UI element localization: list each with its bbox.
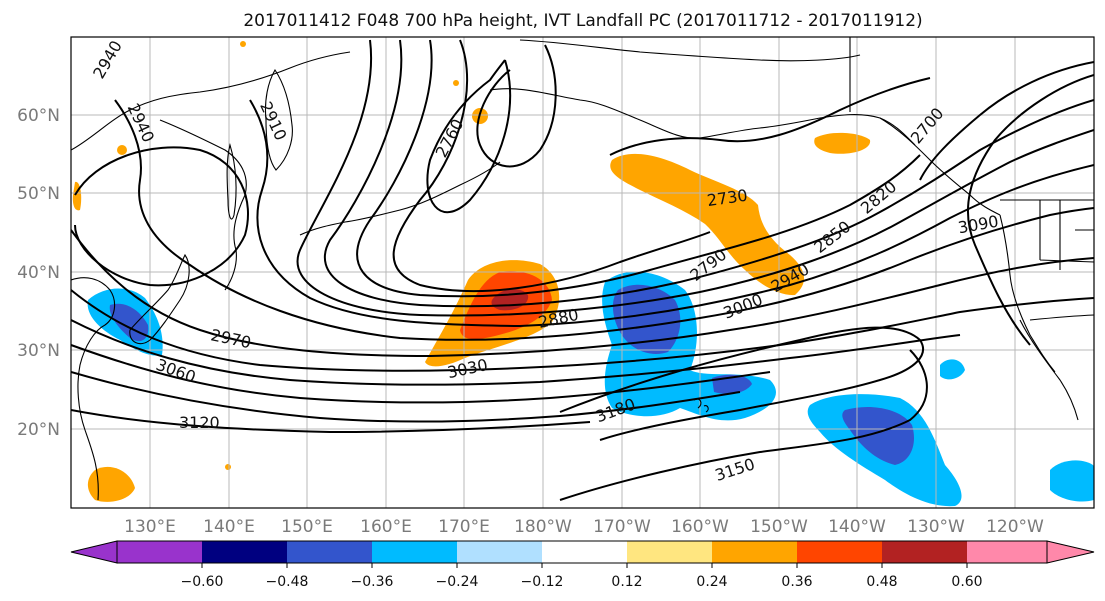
contour-2880: [296, 39, 1094, 317]
ivt-negative-shading: [87, 271, 1094, 507]
colorbar-segment: [372, 541, 458, 563]
lon-label: 130°E: [124, 517, 176, 537]
colorbar-tick-label: −0.60: [181, 574, 224, 590]
lon-label: 180°W: [514, 517, 572, 537]
lat-label: 40°N: [17, 263, 60, 283]
coast-bering-alaska: [489, 88, 916, 146]
ivt-neg-blob-baja: [940, 359, 965, 380]
colorbar-tick-label: −0.48: [266, 574, 309, 590]
colorbar-segment: [117, 541, 203, 563]
coast-japan: [129, 253, 190, 345]
lon-label: 150°W: [750, 517, 808, 537]
contour-label: 3120: [179, 413, 220, 432]
lon-label: 130°W: [907, 517, 965, 537]
lon-label: 170°E: [438, 517, 490, 537]
borders-us-states: [1039, 200, 1094, 270]
contour-east-ridge: [967, 74, 1094, 346]
ivt-pos-dot-3: [240, 41, 246, 47]
ivt-neg-blob-southeast-core: [842, 406, 915, 465]
colorbar-tick-label: 0.36: [781, 574, 812, 590]
contour-2850: [323, 39, 1094, 308]
colorbar-segment: [712, 541, 798, 563]
border-us-mexico: [1029, 314, 1094, 321]
lon-label: 140°E: [203, 517, 255, 537]
colorbar-extend-high: [1046, 540, 1095, 564]
coast-korea-china: [71, 277, 116, 501]
ivt-pos-band-gulf: [610, 153, 805, 296]
colorbar-segment: [202, 541, 288, 563]
colorbar-segment: [967, 541, 1047, 563]
coast-kamchatka: [264, 68, 293, 171]
coast-bc-panhandle: [879, 117, 1001, 216]
lat-label: 20°N: [17, 420, 60, 440]
contour-3090: [71, 371, 741, 423]
latitude-labels: 60°N 50°N 40°N 30°N 20°N: [17, 106, 60, 440]
ivt-neg-blob-central-core: [612, 284, 681, 354]
contour-east-ridge-2: [919, 61, 1094, 181]
lon-label: 140°W: [828, 517, 886, 537]
colorbar-tick-label: −0.24: [436, 574, 479, 590]
contour-2940-west: [114, 99, 1094, 341]
colorbar-segment: [542, 541, 628, 563]
colorbar-tick-label: −0.12: [521, 574, 564, 590]
ivt-pos-blob-sw: [87, 466, 135, 502]
longitude-labels: 130°E 140°E 150°E 160°E 170°E 180°W 170°…: [124, 517, 1044, 537]
colorbar-segment: [627, 541, 713, 563]
contour-2820: [356, 39, 921, 298]
colorbar-segment: [287, 541, 373, 563]
ivt-pos-dot-4: [453, 80, 459, 86]
colorbar-tick-label: 0.12: [611, 574, 642, 590]
lat-label: 30°N: [17, 341, 60, 361]
contour-bering-low: [476, 44, 557, 168]
coast-aleutians: [299, 161, 501, 236]
colorbar-segment: [797, 541, 883, 563]
contour-3000: [71, 289, 1094, 372]
lon-label: 150°E: [281, 517, 333, 537]
map-panel: 2940 2940 2910 2760 2730 2790 2850 2820 …: [70, 36, 1095, 509]
contour-2970: [71, 229, 1094, 358]
colorbar-tick-label: 0.48: [866, 574, 897, 590]
contour-3150: [559, 349, 928, 501]
ivt-pos-dot-2: [117, 145, 127, 155]
contour-2910: [249, 99, 1094, 328]
ivt-pos-blob-alaska: [814, 132, 871, 154]
figure-title: 2017011412 F048 700 hPa height, IVT Land…: [243, 11, 922, 31]
contour-3030: [71, 319, 961, 386]
contour-3060: [71, 344, 771, 404]
colorbar-frame: [116, 540, 1048, 564]
colorbar-tick-label: 0.60: [951, 574, 982, 590]
contour-2790: [392, 39, 711, 293]
contour-closed-west: [74, 146, 249, 287]
colorbar-tick-label: 0.24: [696, 574, 727, 590]
lon-label: 170°W: [593, 517, 651, 537]
colorbar: −0.60 −0.48 −0.36 −0.24 −0.12 0.12 0.24 …: [70, 540, 1095, 590]
lon-label: 160°W: [671, 517, 729, 537]
contour-3120: [71, 409, 591, 434]
contour-3180: [559, 326, 925, 441]
colorbar-segment: [457, 541, 543, 563]
coast-asia-north: [71, 51, 351, 151]
contour-2760: [426, 59, 512, 214]
lat-label: 50°N: [17, 184, 60, 204]
lon-label: 120°W: [986, 517, 1044, 537]
height-contours: [71, 39, 1094, 501]
colorbar-segment: [882, 541, 968, 563]
ivt-pos-dot-5: [225, 464, 231, 470]
coastlines: [71, 37, 1094, 501]
contour-2700: [609, 77, 931, 156]
colorbar-tick-label: −0.36: [351, 574, 394, 590]
lat-label: 60°N: [17, 106, 60, 126]
ivt-neg-blob-east: [1050, 460, 1094, 502]
lon-label: 160°E: [360, 517, 412, 537]
colorbar-extend-low: [70, 540, 118, 564]
coast-baja: [1019, 319, 1079, 421]
map-frame: [70, 36, 1095, 509]
coast-alaska-north: [519, 39, 861, 62]
colorbar-ticks: [201, 563, 968, 568]
